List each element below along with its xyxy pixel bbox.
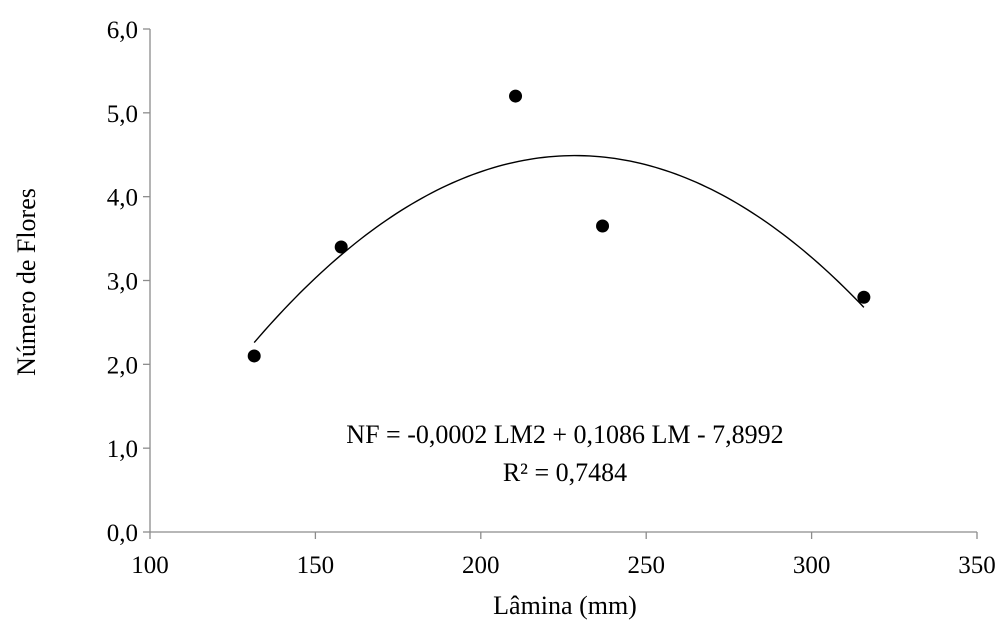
y-axis-title: Número de Flores xyxy=(12,188,41,376)
trendline-equation: NF = -0,0002 LM2 + 0,1086 LM - 7,8992 xyxy=(346,420,783,449)
data-points xyxy=(247,89,871,363)
trendline xyxy=(253,154,865,343)
data-point xyxy=(596,219,610,233)
data-point xyxy=(334,240,348,254)
y-tick-label: 1,0 xyxy=(107,436,138,463)
data-point xyxy=(857,290,871,304)
r-squared-label: R² = 0,7484 xyxy=(503,458,627,487)
axes xyxy=(143,28,978,539)
data-point xyxy=(509,89,523,103)
y-tick-label: 0,0 xyxy=(107,520,138,547)
x-tick-label: 150 xyxy=(297,552,335,579)
y-tick-label: 6,0 xyxy=(107,17,138,44)
tick-labels: 0,0 1,0 2,0 3,0 4,0 5,0 6,0 100 150 200 250 300 350 xyxy=(107,17,996,579)
x-tick-label: 350 xyxy=(958,552,996,579)
data-point xyxy=(247,349,261,363)
x-axis-title: Lâmina (mm) xyxy=(493,591,637,620)
y-tick-label: 2,0 xyxy=(107,352,138,379)
x-tick-label: 200 xyxy=(462,552,500,579)
x-tick-label: 100 xyxy=(131,552,169,579)
y-tick-label: 3,0 xyxy=(107,269,138,296)
trendline-group xyxy=(253,154,865,343)
y-tick-label: 4,0 xyxy=(107,185,138,212)
y-tick-label: 5,0 xyxy=(107,101,138,128)
x-tick-label: 300 xyxy=(793,552,831,579)
x-tick-label: 250 xyxy=(627,552,665,579)
